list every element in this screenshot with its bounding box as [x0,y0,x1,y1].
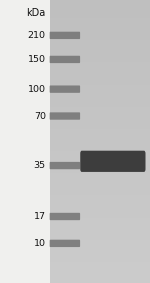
Bar [0,0,50,283]
Text: 10: 10 [34,239,46,248]
Text: 150: 150 [28,55,46,64]
Text: 35: 35 [34,161,46,170]
FancyBboxPatch shape [50,213,80,220]
FancyBboxPatch shape [50,56,80,63]
Text: 17: 17 [34,212,46,221]
FancyBboxPatch shape [80,151,146,172]
Text: kDa: kDa [27,8,46,18]
FancyBboxPatch shape [50,162,80,169]
FancyBboxPatch shape [50,32,80,39]
Text: 100: 100 [28,85,46,94]
FancyBboxPatch shape [50,85,80,93]
Bar [50,0,150,283]
FancyBboxPatch shape [50,240,80,247]
FancyBboxPatch shape [50,112,80,120]
Text: 210: 210 [28,31,46,40]
Text: 70: 70 [34,112,46,121]
